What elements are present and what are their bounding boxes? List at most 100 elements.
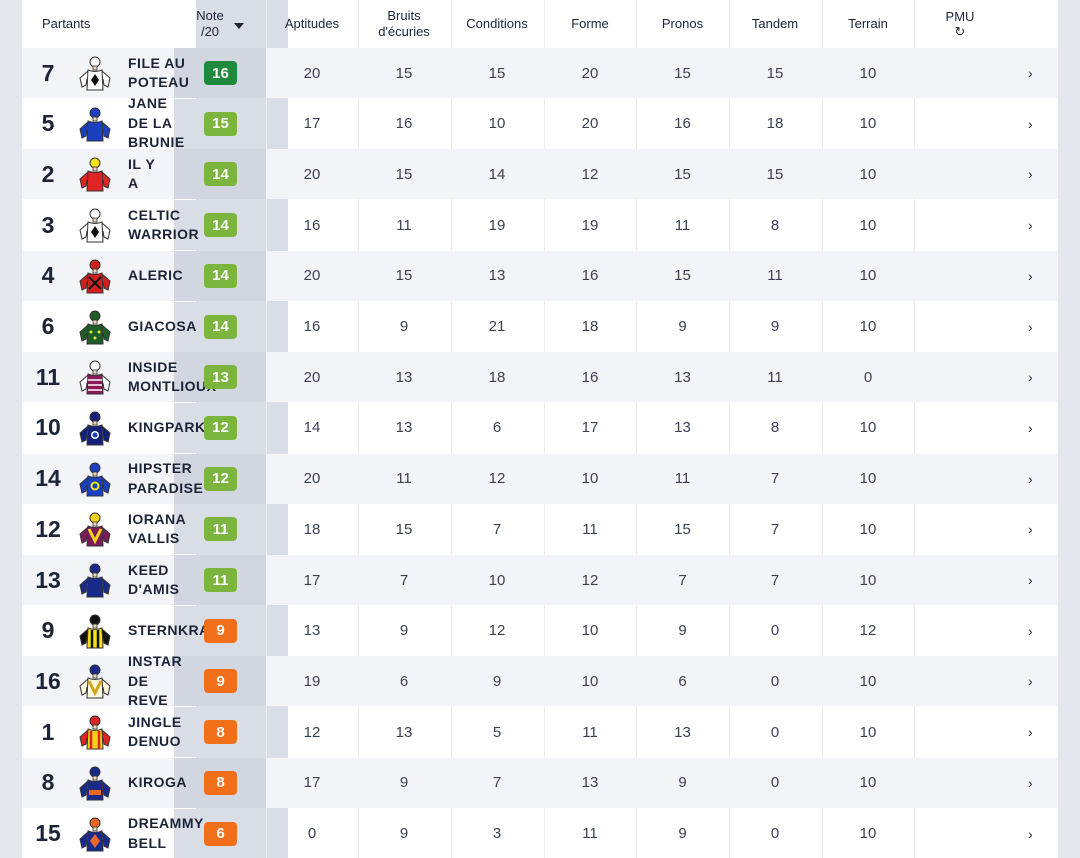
cell-conditions: 5 — [492, 723, 502, 741]
jockey-silks-icon — [77, 561, 113, 599]
horse-name[interactable]: KIROGA — [128, 774, 187, 791]
runner-number: 1 — [41, 718, 55, 745]
horse-name[interactable]: GIACOSA — [128, 317, 197, 334]
col-header-aptitudes[interactable]: Aptitudes — [266, 0, 358, 48]
table-row[interactable]: 12 IORANA VALLIS 11 18 15 7 11 15 7 10 › — [22, 504, 1058, 555]
col-header-pronos-label: Pronos — [661, 16, 704, 31]
col-header-note-line1: Note — [196, 8, 224, 23]
col-header-partants-label: Partants — [42, 16, 91, 31]
cell-forme: 10 — [581, 470, 599, 488]
col-header-note[interactable]: Note /20 — [174, 0, 266, 48]
table-row[interactable]: 7 FILE AU POTEAU 16 20 15 15 20 15 15 10 › — [22, 48, 1058, 98]
horse-name[interactable]: STERNKRAFT — [128, 621, 228, 638]
col-header-forme[interactable]: Forme — [544, 0, 636, 48]
chevron-right-icon[interactable]: › — [1028, 318, 1033, 335]
chevron-right-icon[interactable]: › — [1028, 166, 1033, 183]
horse-name[interactable]: IORANA VALLIS — [128, 510, 187, 547]
cell-aptitudes: 17 — [303, 571, 321, 589]
jockey-silks-icon — [77, 54, 113, 92]
chevron-right-icon[interactable]: › — [1028, 419, 1033, 436]
jockey-silks-icon — [77, 105, 113, 143]
note-badge: 12 — [204, 415, 237, 440]
sort-desc-icon[interactable] — [233, 23, 244, 29]
table-row[interactable]: 6 GIACOSA 14 16 9 21 18 9 9 10 › — [22, 301, 1058, 352]
cell-bruits: 7 — [399, 571, 409, 589]
chevron-right-icon[interactable]: › — [1028, 65, 1033, 81]
cell-pronos: 13 — [674, 419, 691, 437]
col-header-partants[interactable]: Partants — [42, 0, 90, 48]
horse-name[interactable]: INSTAR DE REVE — [128, 653, 183, 709]
chevron-right-icon[interactable]: › — [1028, 470, 1033, 487]
cell-forme: 20 — [581, 115, 599, 133]
table-row[interactable]: 8 KIROGA 8 17 9 7 13 9 0 10 › — [22, 757, 1058, 808]
refresh-icon[interactable]: ↻ — [954, 24, 966, 39]
horse-name[interactable]: CELTIC WARRIOR — [128, 206, 200, 243]
cell-tandem: 15 — [766, 165, 784, 183]
table-row[interactable]: 11 INSIDE MONTLIOUX 13 20 13 18 16 13 11 0 › — [22, 352, 1058, 403]
table-header: Partants Note /20 Aptitudes Bruits d'écu… — [22, 0, 1058, 48]
cell-terrain: 10 — [859, 470, 877, 488]
chevron-right-icon[interactable]: › — [1028, 267, 1033, 284]
horse-name[interactable]: HIPSTER PARADISE — [128, 460, 204, 496]
note-badge: 16 — [204, 61, 237, 85]
cell-pronos: 7 — [678, 571, 687, 589]
col-header-pmu[interactable]: PMU ↻ — [914, 0, 1006, 48]
column-divider — [729, 0, 730, 858]
table-row[interactable]: 10 KINGPARK 12 14 13 6 17 13 8 10 › — [22, 402, 1058, 453]
horse-name[interactable]: IL Y A — [128, 155, 156, 192]
runner-number: 10 — [35, 414, 61, 441]
chevron-right-icon[interactable]: › — [1028, 521, 1033, 538]
horse-name[interactable]: DREAMMY BELL — [128, 815, 204, 851]
table-row[interactable]: 1 JINGLE DENUO 8 12 13 5 11 13 0 10 › — [22, 707, 1058, 758]
cell-tandem: 8 — [770, 216, 780, 234]
cell-aptitudes: 16 — [303, 318, 321, 335]
col-header-bruits[interactable]: Bruits d'écuries — [358, 0, 450, 48]
table-row[interactable]: 15 DREAMMY BELL 6 0 9 3 11 9 0 10 › — [22, 808, 1058, 858]
cell-aptitudes: 20 — [303, 267, 321, 285]
table-row[interactable]: 16 INSTAR DE REVE 9 19 6 9 10 6 0 10 › — [22, 653, 1058, 709]
chevron-right-icon[interactable]: › — [1028, 673, 1033, 690]
chevron-right-icon[interactable]: › — [1028, 825, 1033, 842]
table-row[interactable]: 13 KEED D'AMIS 11 17 7 10 12 7 7 10 › — [22, 555, 1058, 605]
horse-name[interactable]: FILE AU POTEAU — [128, 54, 190, 91]
horse-name[interactable]: ALERIC — [128, 267, 184, 284]
cell-tandem: 0 — [770, 622, 780, 640]
col-header-bruits-line1: Bruits — [387, 8, 421, 23]
table-row[interactable]: 5 JANE DE LA BRUNIE 15 17 16 10 20 16 18 10 › — [22, 95, 1058, 151]
col-header-pronos[interactable]: Pronos — [636, 0, 729, 48]
chevron-right-icon[interactable]: › — [1028, 217, 1033, 234]
cell-terrain: 10 — [859, 216, 877, 234]
col-header-tandem[interactable]: Tandem — [729, 0, 821, 48]
horse-name[interactable]: KEED D'AMIS — [128, 561, 180, 598]
table-row[interactable]: 9 STERNKRAFT 9 13 9 12 10 9 0 12 › — [22, 605, 1058, 656]
cell-terrain: 10 — [859, 419, 877, 437]
cell-forme: 10 — [581, 622, 599, 640]
cell-terrain: 10 — [859, 165, 877, 183]
horse-name[interactable]: JANE DE LA BRUNIE — [128, 95, 185, 151]
chevron-right-icon[interactable]: › — [1028, 622, 1033, 639]
col-header-conditions[interactable]: Conditions — [451, 0, 543, 48]
table-row[interactable]: 14 HIPSTER PARADISE 12 20 11 12 10 11 7 10 › — [22, 453, 1058, 504]
chevron-right-icon[interactable]: › — [1028, 369, 1033, 386]
col-header-terrain[interactable]: Terrain — [822, 0, 914, 48]
cell-pronos: 16 — [674, 115, 691, 133]
table-row[interactable]: 3 CELTIC WARRIOR 14 16 11 19 19 11 8 10 › — [22, 200, 1058, 251]
chevron-right-icon[interactable]: › — [1028, 724, 1033, 741]
horse-name[interactable]: JINGLE DENUO — [128, 713, 182, 750]
cell-bruits: 15 — [395, 267, 413, 285]
horse-name[interactable]: INSIDE MONTLIOUX — [128, 358, 217, 395]
table-row[interactable]: 2 IL Y A 14 20 15 14 12 15 15 10 › — [22, 149, 1058, 200]
cell-conditions: 7 — [492, 774, 502, 792]
cell-tandem: 0 — [770, 672, 780, 690]
jockey-silks-icon — [77, 764, 113, 802]
chevron-right-icon[interactable]: › — [1028, 115, 1033, 132]
table-row[interactable]: 4 ALERIC 14 20 15 13 16 15 11 10 › — [22, 250, 1058, 301]
horse-name[interactable]: KINGPARK — [128, 419, 206, 436]
cell-forme: 19 — [581, 216, 599, 234]
cell-terrain: 0 — [863, 368, 873, 386]
cell-aptitudes: 14 — [303, 419, 321, 437]
cell-tandem: 9 — [770, 318, 780, 335]
note-badge: 14 — [204, 162, 237, 187]
chevron-right-icon[interactable]: › — [1028, 774, 1033, 791]
chevron-right-icon[interactable]: › — [1028, 572, 1033, 588]
